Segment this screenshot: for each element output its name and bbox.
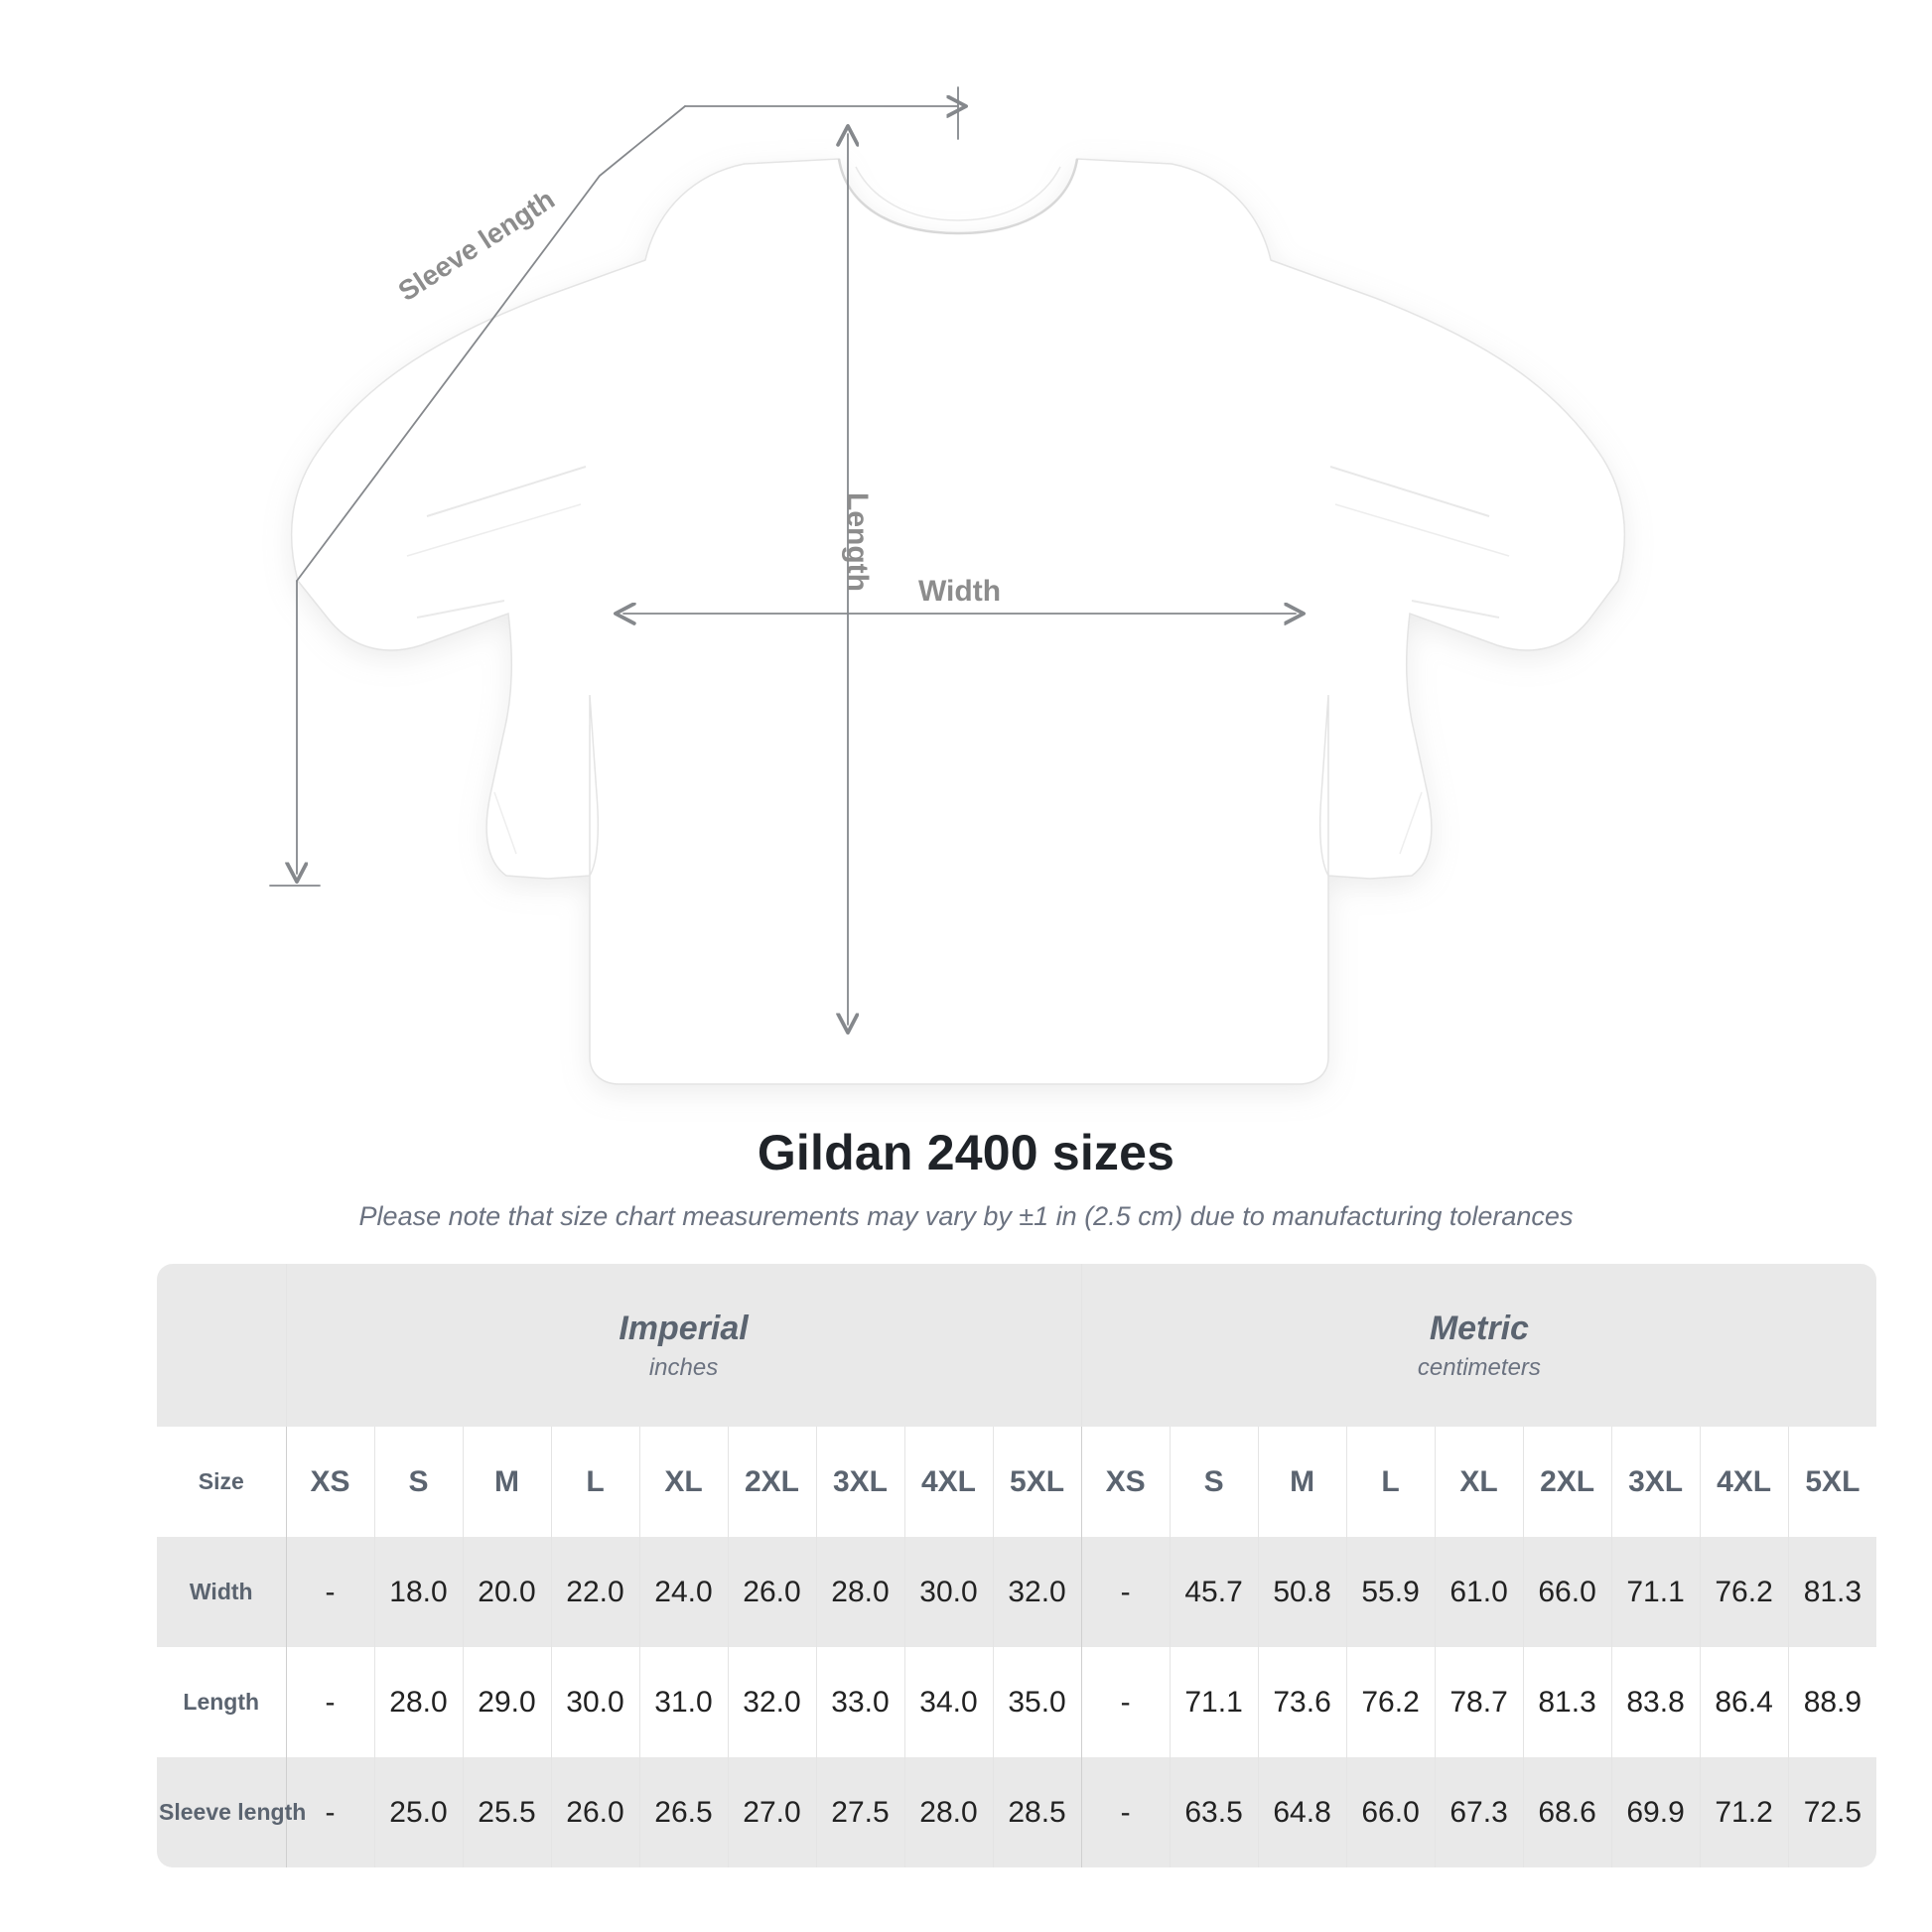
svg-text:Sleeve length: Sleeve length (393, 184, 560, 307)
svg-text:Width: Width (918, 575, 1001, 608)
svg-text:Length: Length (841, 492, 874, 592)
